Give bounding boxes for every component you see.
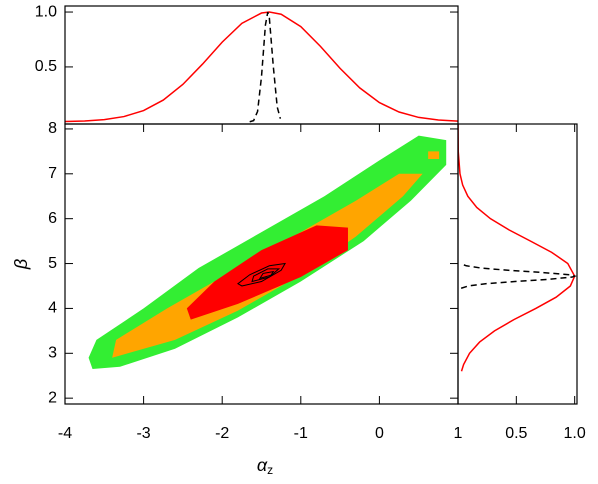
x-tick-label: -1	[294, 425, 308, 442]
y-tick-label: 2	[48, 389, 57, 406]
y-tick-label: 0.5	[35, 58, 57, 75]
y-tick-label: 3	[48, 345, 57, 362]
contour-region	[428, 151, 440, 159]
y-axis-label: β	[11, 259, 31, 270]
y-tick-label: 6	[48, 210, 57, 227]
x-axis-label: αz	[257, 455, 273, 477]
density-curve	[458, 124, 576, 372]
x-tick-label: 1.0	[564, 425, 586, 442]
y-tick-label: 7	[48, 165, 57, 182]
y-tick-label: 5	[48, 255, 57, 272]
contour-line	[237, 262, 287, 287]
x-tick-label: 1	[454, 425, 463, 442]
y-tick-label: 4	[48, 300, 57, 317]
density-curve	[65, 11, 458, 123]
top-plot	[65, 11, 458, 123]
x-label-sub: z	[267, 463, 273, 477]
top-frame	[64, 5, 459, 125]
x-tick-label: 0	[375, 425, 384, 442]
x-tick-label: -3	[136, 425, 150, 442]
density-curve	[460, 262, 577, 289]
right-plot	[458, 124, 577, 372]
contour-line	[251, 268, 281, 283]
y-tick-label: 8	[48, 120, 57, 137]
main-plot	[88, 135, 447, 369]
density-curve	[249, 11, 282, 123]
x-tick-label: -4	[58, 425, 72, 442]
x-tick-label: 0.5	[505, 425, 527, 442]
x-label-main: α	[257, 455, 268, 475]
y-tick-label: 1.0	[35, 3, 57, 20]
contour-line	[258, 270, 275, 280]
axes: -4 -3 -2 -1 0 1 2 3 4 5 6 7 8 0.5 1.0 0.5 1.0	[35, 3, 586, 442]
right-frame	[457, 123, 578, 405]
x-tick-label: -2	[215, 425, 229, 442]
